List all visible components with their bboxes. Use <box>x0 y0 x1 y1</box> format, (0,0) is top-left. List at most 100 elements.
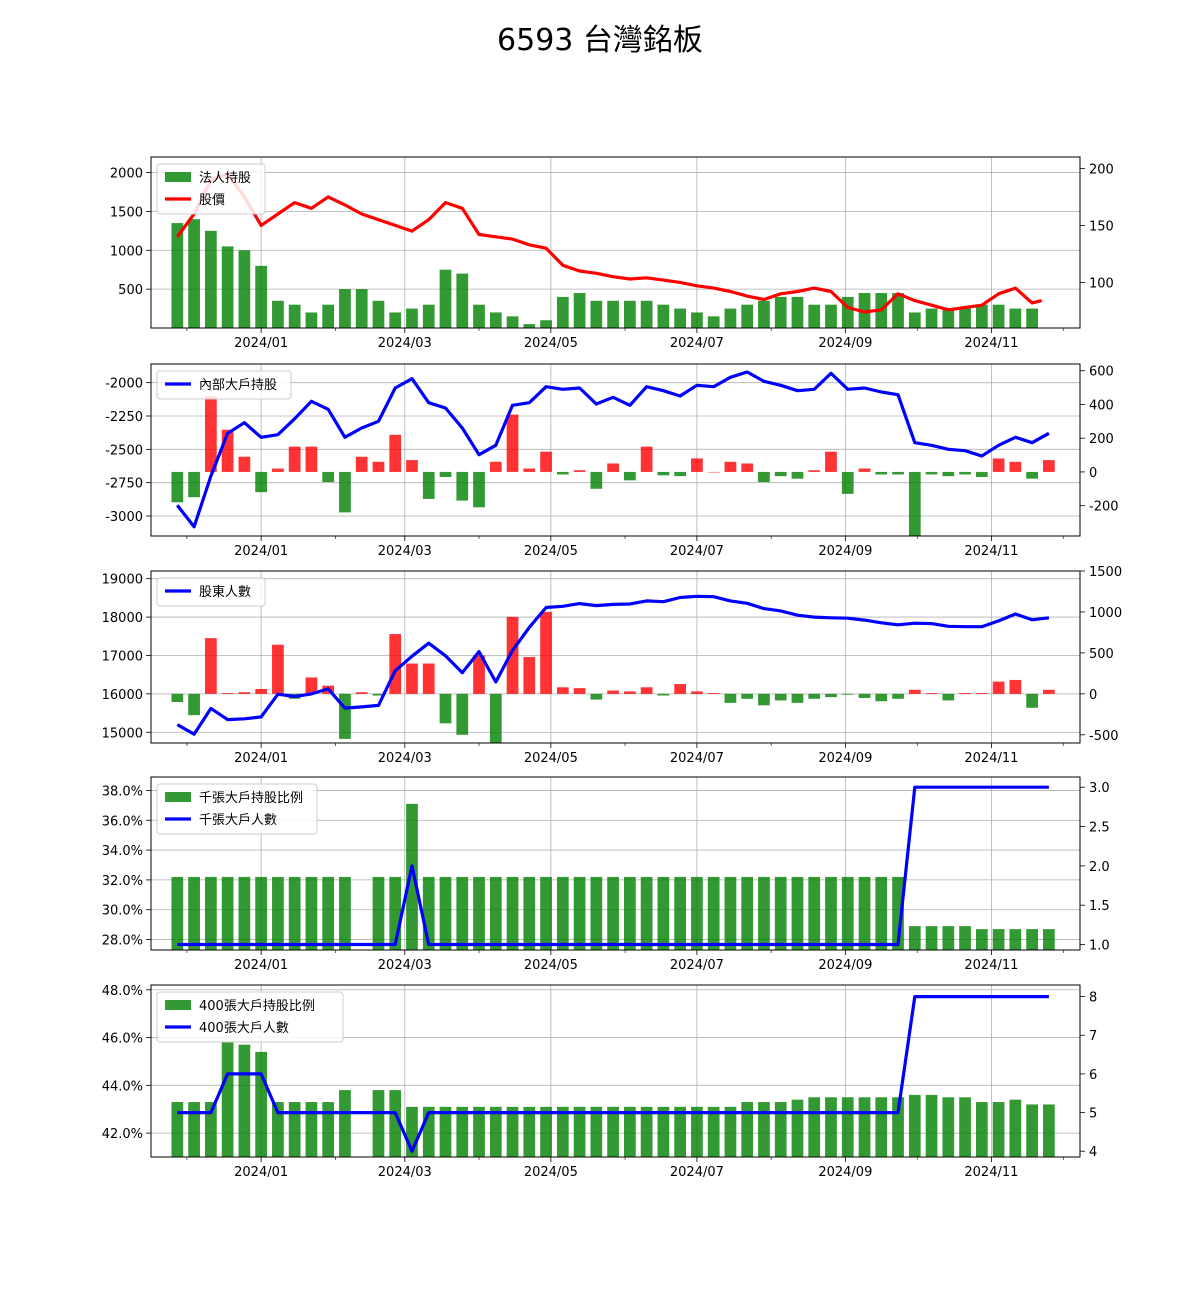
bar <box>959 693 971 694</box>
bar <box>841 693 854 695</box>
y-right-tick-label: 1.0 <box>1089 938 1110 953</box>
bar <box>623 876 636 950</box>
bar <box>389 634 402 694</box>
bar <box>406 663 418 694</box>
bar <box>456 693 469 735</box>
y-left-tick-label: 16000 <box>102 688 143 703</box>
bar <box>657 471 670 476</box>
bar <box>808 470 821 472</box>
bar <box>1043 929 1055 950</box>
bar <box>908 926 921 950</box>
x-tick-label: 2024/11 <box>964 336 1018 351</box>
bar <box>691 691 703 694</box>
bar <box>1009 308 1022 328</box>
bar <box>540 320 552 328</box>
y-right-tick-label: 5 <box>1089 1107 1097 1122</box>
legend-label: 內部大戶持股 <box>199 378 277 393</box>
bar <box>875 471 888 475</box>
bar <box>925 693 938 694</box>
series-line <box>177 994 1049 1153</box>
bar <box>204 396 217 472</box>
y-left-tick-label: 46.0% <box>102 1032 143 1047</box>
bar <box>473 471 485 508</box>
bar <box>623 300 636 328</box>
bar <box>791 471 804 479</box>
bar <box>942 1097 955 1157</box>
bar <box>1026 693 1038 708</box>
bar <box>674 684 687 694</box>
x-tick-label: 2024/07 <box>670 336 724 351</box>
bar <box>489 693 502 743</box>
bar <box>573 1106 586 1157</box>
bar <box>992 304 1005 328</box>
bar <box>540 1106 552 1157</box>
panels: 2024/01 2024/03 2024/05 2024/07 2024/09 2024/… <box>102 156 1122 1180</box>
series-line <box>176 594 1050 736</box>
y-right-tick-label: 100 <box>1089 276 1114 291</box>
bar <box>925 308 938 328</box>
bar <box>691 1106 703 1157</box>
bar <box>473 876 485 950</box>
y-left-tick-label: 17000 <box>102 649 143 664</box>
y-left-tick-label: 28.0% <box>102 934 143 949</box>
bar <box>808 693 821 699</box>
x-tick-label: 2024/11 <box>964 544 1018 559</box>
y-left-tick-label: 19000 <box>102 573 143 588</box>
bar <box>255 876 268 950</box>
bar <box>372 1090 385 1157</box>
bar <box>892 293 904 328</box>
bar <box>188 876 200 950</box>
bar <box>975 1102 988 1157</box>
y-right-tick-label: 600 <box>1089 365 1114 380</box>
bar <box>841 1097 854 1157</box>
x-tick-label: 2024/09 <box>818 958 872 973</box>
x-tick-label: 2024/11 <box>964 751 1018 766</box>
bar <box>473 655 485 694</box>
legend: 股東人數 <box>156 577 266 607</box>
bar <box>607 463 619 472</box>
bar <box>489 312 502 328</box>
plot-area <box>151 157 1080 328</box>
bar <box>171 471 184 503</box>
y-left-tick-label: 15000 <box>102 726 143 741</box>
y-right-tick-label: 200 <box>1089 162 1114 177</box>
bar <box>774 693 787 701</box>
bar <box>439 269 452 328</box>
bar <box>573 876 586 950</box>
y-left-tick-label: -2500 <box>105 443 143 458</box>
bar <box>875 1097 888 1157</box>
bar <box>791 1099 804 1157</box>
bar <box>489 876 502 950</box>
bar <box>272 876 284 950</box>
y-right-tick-label: 400 <box>1089 398 1114 413</box>
bar <box>640 687 653 694</box>
bar <box>623 691 636 694</box>
bar <box>456 273 469 328</box>
bar <box>724 876 737 950</box>
bar <box>657 693 670 696</box>
bar <box>1043 460 1055 472</box>
bar <box>808 1097 821 1157</box>
panel-1: 2024/01 2024/03 2024/05 2024/07 2024/09 2024/… <box>110 156 1114 351</box>
bar <box>758 876 770 950</box>
bar <box>456 876 469 950</box>
bar <box>623 1106 636 1157</box>
y-right-tick-label: 7 <box>1089 1029 1097 1044</box>
y-right-tick-label: 1500 <box>1089 565 1122 580</box>
bar <box>406 308 418 328</box>
bar <box>640 300 653 328</box>
y-left-tick-label: -2000 <box>105 377 143 392</box>
bar <box>942 693 955 701</box>
bar <box>221 693 234 694</box>
x-tick-label: 2024/03 <box>378 544 432 559</box>
bar <box>707 471 720 473</box>
bar <box>523 876 536 950</box>
bar <box>992 681 1005 694</box>
bar <box>422 876 435 950</box>
bar <box>305 446 318 472</box>
legend: 內部大戶持股 <box>156 370 292 400</box>
x-tick-label: 2024/07 <box>670 751 724 766</box>
bar <box>758 300 770 328</box>
bar <box>640 876 653 950</box>
